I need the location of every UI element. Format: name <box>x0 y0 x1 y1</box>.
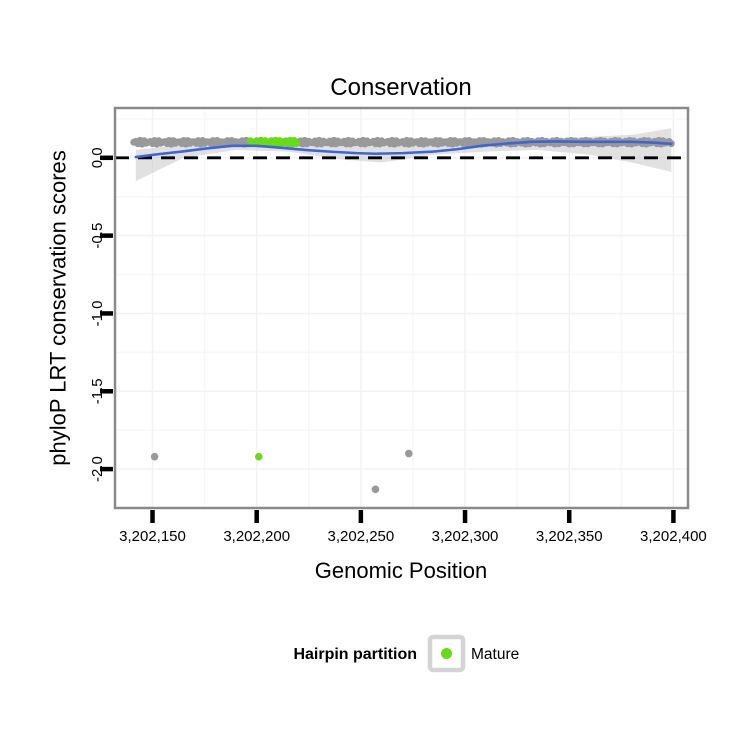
x-tick-label: 3,202,250 <box>328 528 395 545</box>
x-tick <box>566 510 572 523</box>
outlier-point <box>254 452 263 461</box>
x-tick <box>462 510 468 523</box>
x-axis: 3,202,150 3,202,200 3,202,250 3,202,300 3,20… <box>119 510 707 545</box>
y-tick <box>100 233 113 238</box>
smooth-line <box>134 140 673 159</box>
plot-panel <box>115 108 688 508</box>
y-tick <box>100 466 113 472</box>
x-tick <box>671 510 676 523</box>
x-tick <box>150 510 155 523</box>
outlier-points-layer <box>150 449 413 494</box>
legend-item-label: Mature <box>471 646 519 663</box>
panel-border <box>113 106 690 510</box>
legend-title: Hairpin partition <box>293 646 417 663</box>
smooth-line-layer <box>134 140 673 159</box>
y-tick-label: -1.5 <box>89 378 106 404</box>
x-tick-label: 3,202,200 <box>223 528 290 545</box>
x-tick <box>358 510 364 523</box>
y-tick <box>100 155 113 161</box>
y-tick-label: 0.0 <box>89 147 106 168</box>
x-tick-label: 3,202,400 <box>640 528 707 545</box>
y-tick <box>100 389 113 394</box>
y-tick <box>100 311 113 316</box>
outlier-point <box>404 449 413 458</box>
x-tick-label: 3,202,150 <box>119 528 186 545</box>
x-axis-title: Genomic Position <box>315 558 487 583</box>
y-tick-label: -1.0 <box>89 301 106 327</box>
x-tick-label: 3,202,300 <box>432 528 499 545</box>
mature-points-layer <box>246 137 300 148</box>
x-tick <box>254 510 259 523</box>
chart-title: Conservation <box>330 74 471 101</box>
mature-point-icon <box>441 648 452 659</box>
y-axis-title: phyloP LRT conservation scores <box>46 150 71 466</box>
y-tick-label: -0.5 <box>89 223 106 249</box>
outlier-point <box>371 485 380 494</box>
y-axis: 0.0 -0.5 -1.0 -1.5 -2.0 <box>89 147 113 482</box>
x-tick-label: 3,202,350 <box>536 528 603 545</box>
outlier-point <box>150 452 159 461</box>
y-tick-label: -2.0 <box>89 456 106 482</box>
mature-score-point <box>292 140 300 147</box>
legend: Hairpin partition Mature <box>293 634 519 673</box>
